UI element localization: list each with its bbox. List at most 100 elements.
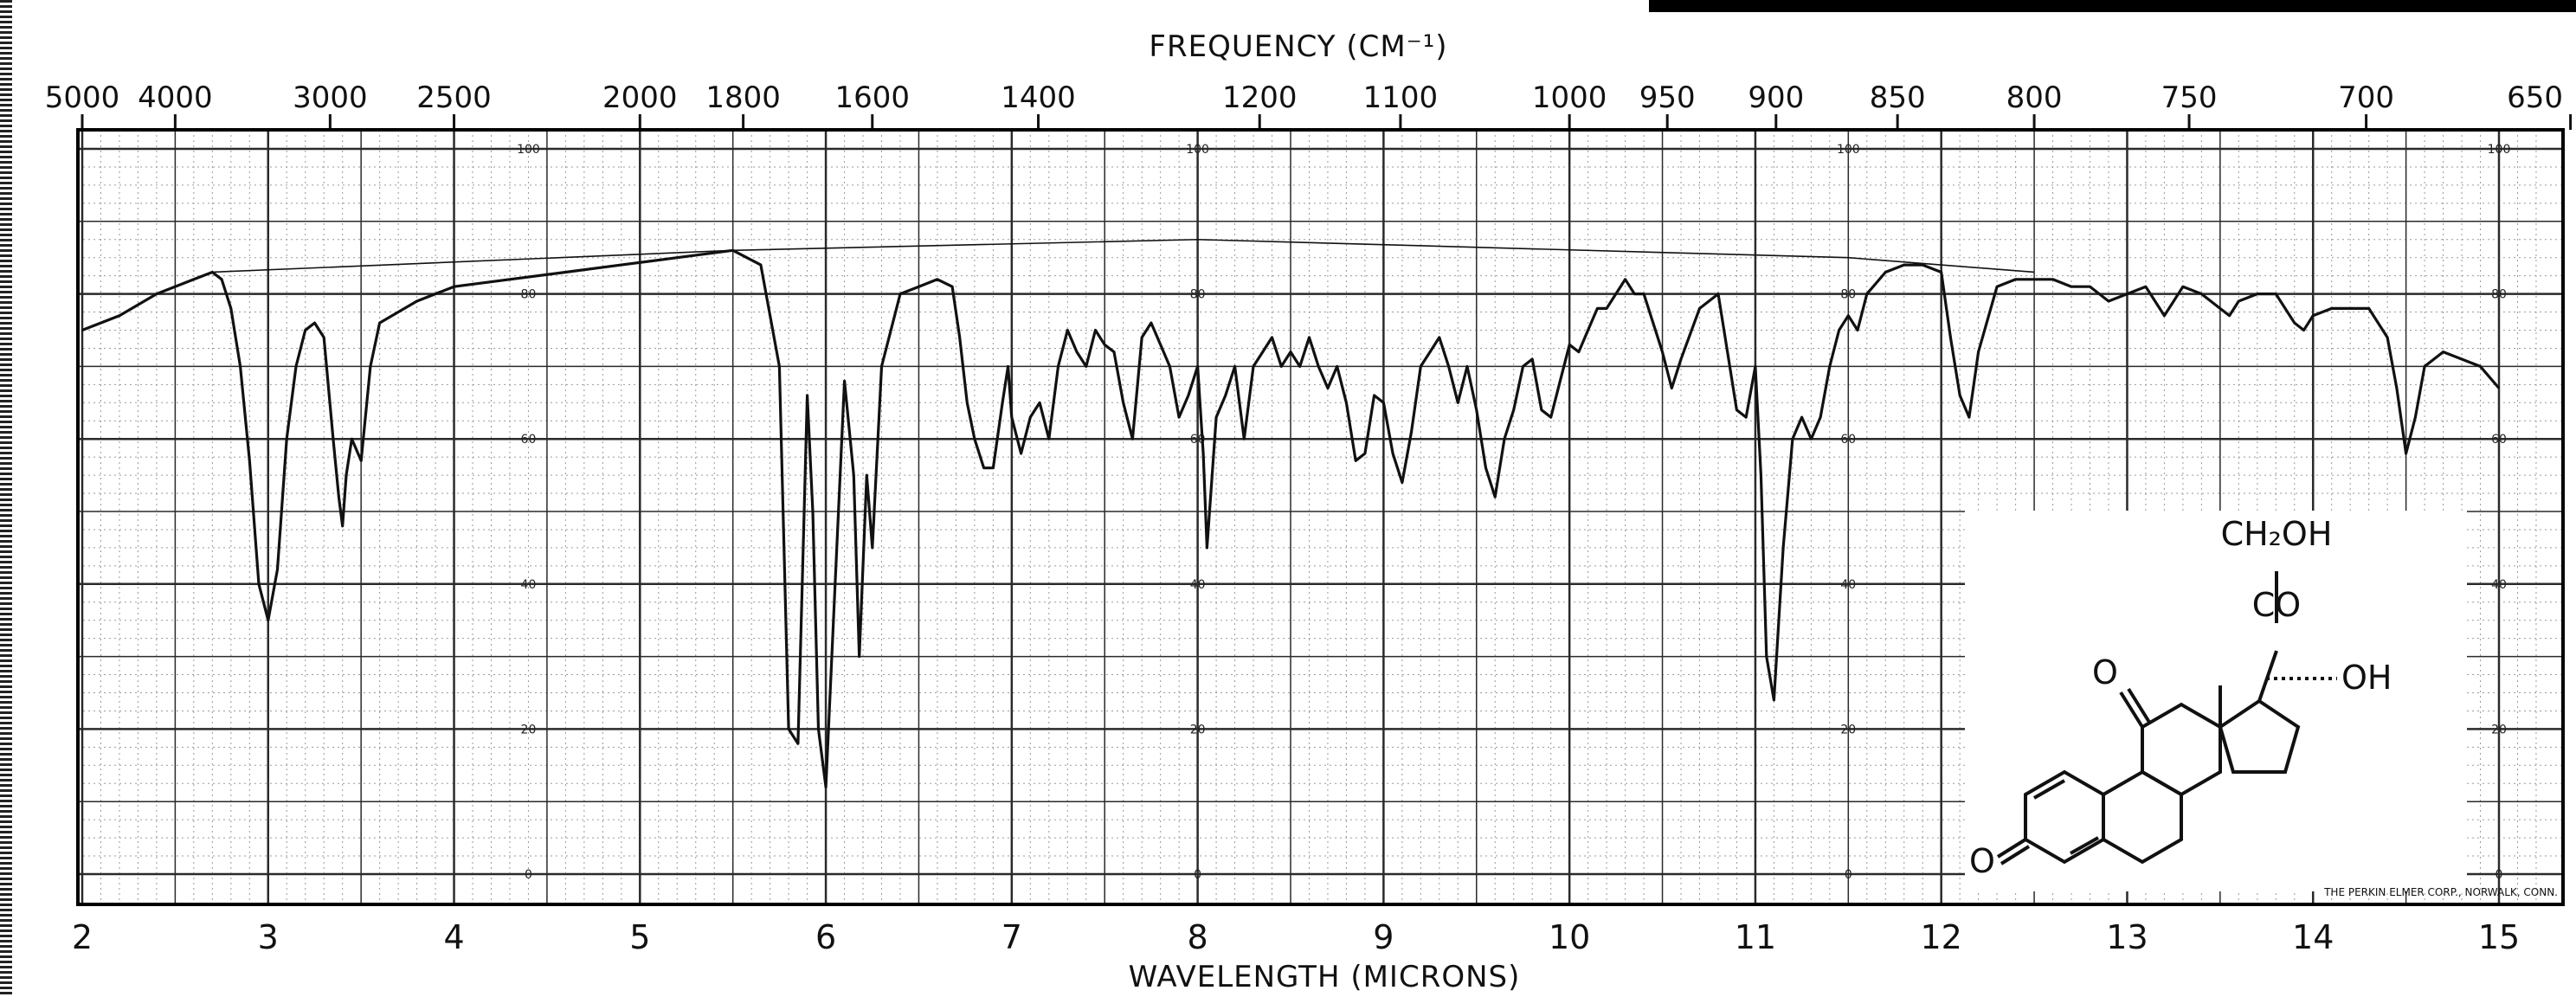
spectrum-point xyxy=(211,271,214,273)
spectrum-point xyxy=(1076,351,1078,353)
binding-stripe-mark xyxy=(0,57,12,60)
binding-stripe-mark xyxy=(0,249,12,252)
transmittance-tick-label: 20 xyxy=(521,723,537,736)
binding-stripe-mark xyxy=(0,634,12,636)
binding-stripe-mark xyxy=(0,789,12,792)
spectrum-point xyxy=(1466,365,1468,368)
spectrum-point xyxy=(1541,408,1542,411)
left-binding-stripe xyxy=(0,0,12,994)
spectrum-point xyxy=(1188,395,1189,396)
spectrum-point xyxy=(1206,547,1208,549)
wavelength-tick-label: 6 xyxy=(815,918,836,956)
binding-stripe-mark xyxy=(0,836,12,839)
spectrum-point xyxy=(937,279,938,280)
binding-stripe-mark xyxy=(0,665,12,667)
spectrum-point xyxy=(1782,547,1784,549)
spectrum-point xyxy=(1838,329,1840,331)
spectrum-point xyxy=(230,307,232,310)
spectrum-point xyxy=(1345,402,1348,404)
binding-stripe-mark xyxy=(0,5,12,8)
spectrum-point xyxy=(1429,351,1431,353)
transmittance-tick-labels: 0 20 40 60 80 100 0 20 40 60 80 100 0 20 40 60 80 100 0 20 4… xyxy=(517,143,2510,882)
wavelength-axis-title: WAVELENGTH (MICRONS) xyxy=(1129,960,1521,994)
wavelength-tick-label: 4 xyxy=(443,918,464,956)
spectrum-point xyxy=(1113,351,1115,353)
transmittance-tick-label: 20 xyxy=(1840,723,1856,736)
spectrum-point xyxy=(974,438,976,441)
spectrum-point xyxy=(193,279,195,280)
binding-stripe-mark xyxy=(0,327,12,330)
spectrum-point xyxy=(1215,416,1217,418)
spectrum-point xyxy=(258,583,260,585)
binding-stripe-mark xyxy=(0,654,12,657)
spectrum-point xyxy=(286,438,288,441)
spectrum-point xyxy=(1661,351,1664,353)
binding-stripe-mark xyxy=(0,151,12,153)
spectrum-point xyxy=(304,329,306,331)
binding-stripe-mark xyxy=(0,914,12,917)
spectrum-point xyxy=(1336,365,1338,368)
spectrum-point xyxy=(1410,431,1413,433)
spectrum-point xyxy=(1298,365,1301,368)
spectrum-point xyxy=(1531,358,1533,360)
binding-stripe-mark xyxy=(0,493,12,496)
spectrum-point xyxy=(621,264,622,266)
spectrum-point xyxy=(1606,307,1607,310)
binding-stripe-mark xyxy=(0,524,12,527)
spectrum-point xyxy=(1420,365,1422,368)
structure-inset: CH₂OH CO OH O O xyxy=(1965,511,2467,891)
binding-stripe-mark xyxy=(0,602,12,605)
spectrum-point xyxy=(1568,344,1570,346)
binding-stripe-mark xyxy=(0,436,12,439)
spectrum-point xyxy=(1847,314,1850,317)
spectrum-point xyxy=(1131,438,1134,441)
ketone-3-label: O xyxy=(1969,842,1995,880)
frequency-tick-label: 700 xyxy=(2338,80,2394,115)
binding-stripe-mark xyxy=(0,234,12,236)
spectrum-point xyxy=(1736,408,1738,411)
binding-stripe-mark xyxy=(0,400,12,402)
spectrum-point xyxy=(370,365,371,368)
spectrum-point xyxy=(1253,365,1254,368)
spectrum-point xyxy=(1522,365,1524,368)
binding-stripe-mark xyxy=(0,93,12,96)
binding-stripe-mark xyxy=(0,530,12,532)
spectrum-point xyxy=(267,619,269,621)
spectrum-point xyxy=(2396,387,2398,389)
binding-stripe-mark xyxy=(0,582,12,584)
binding-stripe-mark xyxy=(0,883,12,885)
frequency-tick-label: 750 xyxy=(2161,80,2218,115)
spectrum-point xyxy=(2479,365,2482,368)
spectrum-point xyxy=(1439,337,1440,338)
binding-stripe-mark xyxy=(0,592,12,595)
spectrum-point xyxy=(812,511,814,512)
spectrum-point xyxy=(1755,365,1756,368)
binding-stripe-mark xyxy=(0,130,12,132)
spectrum-point xyxy=(1094,329,1097,331)
binding-stripe-mark xyxy=(0,566,12,569)
binding-stripe-mark xyxy=(0,955,12,958)
structure-background xyxy=(1965,511,2467,891)
binding-stripe-mark xyxy=(0,260,12,262)
binding-stripe-mark xyxy=(0,504,12,506)
transmittance-tick-label: 80 xyxy=(1190,288,1206,302)
spectrum-point xyxy=(1959,395,1961,396)
binding-stripe-mark xyxy=(0,218,12,221)
binding-stripe-mark xyxy=(0,203,12,205)
binding-stripe-mark xyxy=(0,618,12,621)
binding-stripe-mark xyxy=(0,317,12,319)
spectrum-point xyxy=(2219,307,2221,310)
binding-stripe-mark xyxy=(0,966,12,968)
transmittance-tick-label: 100 xyxy=(1837,143,1860,157)
series-layer xyxy=(81,238,2501,789)
binding-stripe-mark xyxy=(0,805,12,807)
spectrum-point xyxy=(1085,365,1087,368)
binding-stripe-mark xyxy=(0,717,12,719)
spectrum-point xyxy=(1048,438,1050,441)
binding-stripe-mark xyxy=(0,42,12,44)
transmittance-tick-label: 0 xyxy=(2496,868,2503,882)
binding-stripe-mark xyxy=(0,810,12,813)
binding-stripe-mark xyxy=(0,774,12,776)
binding-stripe-mark xyxy=(0,213,12,215)
